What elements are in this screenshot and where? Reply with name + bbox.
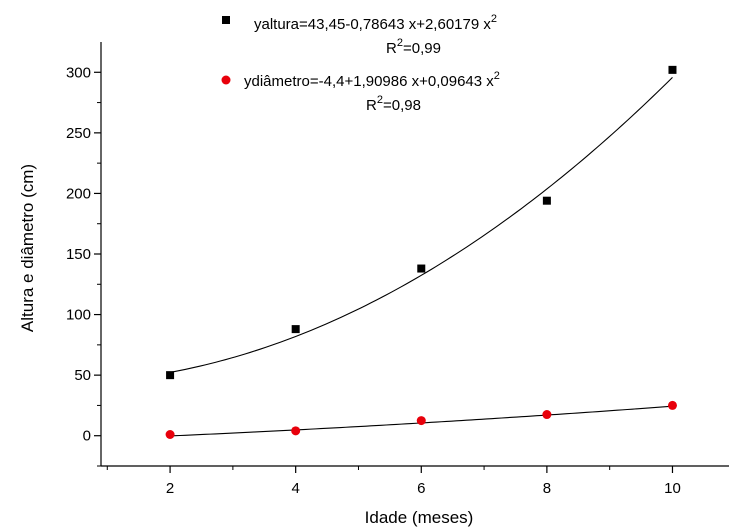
y-tick-label: 250 (66, 125, 91, 142)
data-point-square (417, 264, 426, 273)
legend-r2-diametro: R2=0,98 (366, 94, 421, 114)
legend-equation-diametro: ydiâmetro=-4,4+1,90986 x+0,09643 x2 (244, 70, 500, 90)
data-point-circle (667, 400, 677, 410)
data-point-circle (416, 416, 426, 426)
x-axis-title: Idade (meses) (365, 508, 474, 527)
legend-r2-altura: R2=0,99 (386, 37, 441, 57)
legend: yaltura=43,45-0,78643 x+2,60179 x2 R2=0,… (221, 13, 500, 114)
x-tick-label: 6 (417, 480, 425, 497)
legend-entry-altura: yaltura=43,45-0,78643 x+2,60179 x2 R2=0,… (222, 13, 497, 57)
data-point-square (668, 65, 677, 74)
data-point-circle (165, 430, 175, 440)
legend-equation-altura: yaltura=43,45-0,78643 x+2,60179 x2 (254, 13, 497, 33)
y-tick-label: 300 (66, 64, 91, 81)
y-tick-label: 200 (66, 185, 91, 202)
data-point-square (166, 371, 175, 380)
data-points (165, 65, 677, 440)
fit-curve-0 (169, 77, 673, 373)
y-axis-title: Altura e diâmetro (cm) (18, 164, 37, 332)
x-tick-label: 2 (166, 480, 174, 497)
legend-marker-square (222, 16, 230, 24)
legend-marker-circle (221, 75, 231, 85)
x-tick-label: 4 (292, 480, 300, 497)
data-point-circle (291, 426, 301, 436)
y-tick-label: 0 (83, 428, 91, 445)
fit-curves (169, 77, 673, 437)
legend-entry-diametro: ydiâmetro=-4,4+1,90986 x+0,09643 x2 R2=0… (221, 70, 500, 114)
y-tick-label: 100 (66, 307, 91, 324)
data-point-square (542, 196, 551, 205)
y-tick-label: 50 (74, 367, 91, 384)
y-tick-label: 150 (66, 246, 91, 263)
x-tick-label: 8 (543, 480, 551, 497)
data-point-circle (542, 410, 552, 420)
x-tick-label: 10 (664, 480, 681, 497)
data-point-square (291, 325, 300, 334)
